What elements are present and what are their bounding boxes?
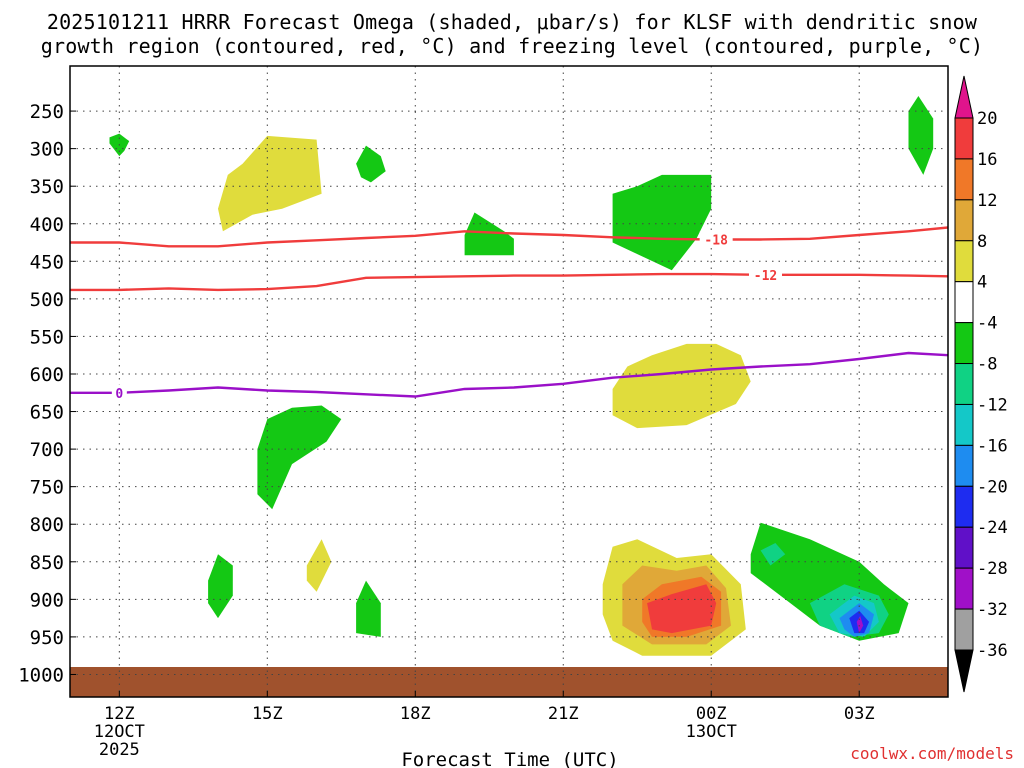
omega-region-green-g xyxy=(208,554,233,619)
colorbar-label-12: 12 xyxy=(977,191,997,211)
contour-label-dgz-bottom: -12 xyxy=(754,269,777,284)
omega-region-green-h xyxy=(356,580,381,637)
colorbar: 20 16 12 8 4 -4 -8 -12 -16 -20 -24 -28 -32 -36 xyxy=(954,75,1008,693)
plot-area xyxy=(70,66,948,697)
y-tick-label-400: 400 xyxy=(30,214,64,236)
omega-region-green-f xyxy=(257,405,342,510)
y-tick-label-1000: 1000 xyxy=(18,664,64,686)
colorbar-segment-20-to-16 xyxy=(954,117,974,160)
colorbar-segment-16-to-12 xyxy=(954,158,974,201)
x-tick-sublabel1-12Z: 12OCT xyxy=(94,722,145,742)
y-tick-label-950: 950 xyxy=(30,627,64,649)
contour-label-freezing-level: 0 xyxy=(115,387,123,402)
y-tick-label-650: 650 xyxy=(30,402,64,424)
chart-title-line1: 2025101211 HRRR Forecast Omega (shaded, … xyxy=(46,10,978,34)
contour-dgz-bottom xyxy=(70,272,948,292)
y-tick-label-450: 450 xyxy=(30,251,64,273)
x-tick-sublabel2-12Z: 2025 xyxy=(99,740,140,760)
grid-lines xyxy=(70,66,948,697)
contour-label-bg-dgz-bottom xyxy=(748,266,782,283)
omega-shading xyxy=(70,96,948,697)
contour-label-bg-dgz-top xyxy=(699,231,733,248)
y-tick-label-800: 800 xyxy=(30,514,64,536)
y-tick-label-600: 600 xyxy=(30,364,64,386)
colorbar-segment-8-to-4 xyxy=(954,240,974,283)
omega-region-green-e xyxy=(612,174,712,271)
omega-region-yellow-a xyxy=(218,135,322,232)
colorbar-label-4: 4 xyxy=(977,273,987,293)
colorbar-segment--24-to--28 xyxy=(954,526,974,569)
y-tick-label-500: 500 xyxy=(30,289,64,311)
x-tick-label-00Z: 00Z xyxy=(696,704,727,724)
y-tick-label-350: 350 xyxy=(30,176,64,198)
colorbar-label--4: -4 xyxy=(977,314,997,334)
omega-region-green-d xyxy=(464,212,514,256)
omega-region-red xyxy=(647,584,717,634)
omega-region-terrain xyxy=(70,667,948,697)
plot-frame xyxy=(69,65,949,698)
contour-freezing-level xyxy=(70,351,948,398)
colorbar-label-8: 8 xyxy=(977,232,987,252)
contour-lines: -18 -12 0 xyxy=(70,226,948,402)
y-tick-label-900: 900 xyxy=(30,589,64,611)
colorbar-segment--12-to--16 xyxy=(954,403,974,446)
x-axis-label: Forecast Time (UTC) xyxy=(401,749,618,768)
colorbar-segment--28-to--32 xyxy=(954,567,974,610)
axes: 250 300 350 400 450 500 550 600 650 700 750 800 850 9… xyxy=(18,101,874,760)
contour-dgz-top xyxy=(70,226,948,248)
colorbar-label-20: 20 xyxy=(977,109,997,129)
colorbar-segment--20-to--24 xyxy=(954,485,974,528)
colorbar-label--16: -16 xyxy=(977,436,1008,456)
contour-label-dgz-top: -18 xyxy=(704,234,728,249)
x-tick-sublabel1-00Z: 13OCT xyxy=(686,722,737,742)
y-tick-label-250: 250 xyxy=(30,101,64,123)
omega-region-purple-core xyxy=(856,615,864,634)
omega-region-teal-small xyxy=(760,543,786,566)
colorbar-label--32: -32 xyxy=(977,600,1008,620)
y-tick-label-300: 300 xyxy=(30,139,64,161)
colorbar-top-arrow xyxy=(954,75,974,119)
colorbar-segment--32-to--36 xyxy=(954,608,974,651)
contour-label-bg-freezing-level xyxy=(111,384,127,401)
colorbar-label--24: -24 xyxy=(977,518,1008,538)
colorbar-label--12: -12 xyxy=(977,395,1008,415)
colorbar-label-16: 16 xyxy=(977,150,997,170)
colorbar-segment--4-to--8 xyxy=(954,322,974,365)
contour-group: -18 -12 0 xyxy=(70,226,948,402)
x-tick-label-18Z: 18Z xyxy=(400,704,431,724)
x-tick-label-15Z: 15Z xyxy=(252,704,283,724)
x-tick-label-12Z: 12Z xyxy=(104,704,135,724)
colorbar-segment-12-to-8 xyxy=(954,199,974,242)
colorbar-label--8: -8 xyxy=(977,355,997,375)
y-tick-label-550: 550 xyxy=(30,326,64,348)
omega-region-yellow-c xyxy=(306,539,332,592)
colorbar-segment--16-to--20 xyxy=(954,444,974,487)
omega-region-green-b xyxy=(356,145,386,183)
x-tick-label-21Z: 21Z xyxy=(548,704,579,724)
omega-region-yellow-b xyxy=(612,343,751,429)
omega-region-green-c xyxy=(908,96,934,175)
colorbar-bottom-arrow xyxy=(954,649,974,693)
colorbar-segment--8-to--12 xyxy=(954,363,974,405)
colorbar-label--36: -36 xyxy=(977,641,1008,661)
y-tick-label-750: 750 xyxy=(30,477,64,499)
colorbar-label--20: -20 xyxy=(977,477,1008,497)
x-tick-label-03Z: 03Z xyxy=(844,704,875,724)
watermark-link[interactable]: coolwx.com/models xyxy=(850,744,1014,763)
chart-title-line2: growth region (contoured, red, °C) and f… xyxy=(40,34,984,58)
y-tick-label-700: 700 xyxy=(30,439,64,461)
colorbar-label--28: -28 xyxy=(977,559,1008,579)
colorbar-segment-4-to--4 xyxy=(954,281,974,324)
y-tick-label-850: 850 xyxy=(30,552,64,574)
